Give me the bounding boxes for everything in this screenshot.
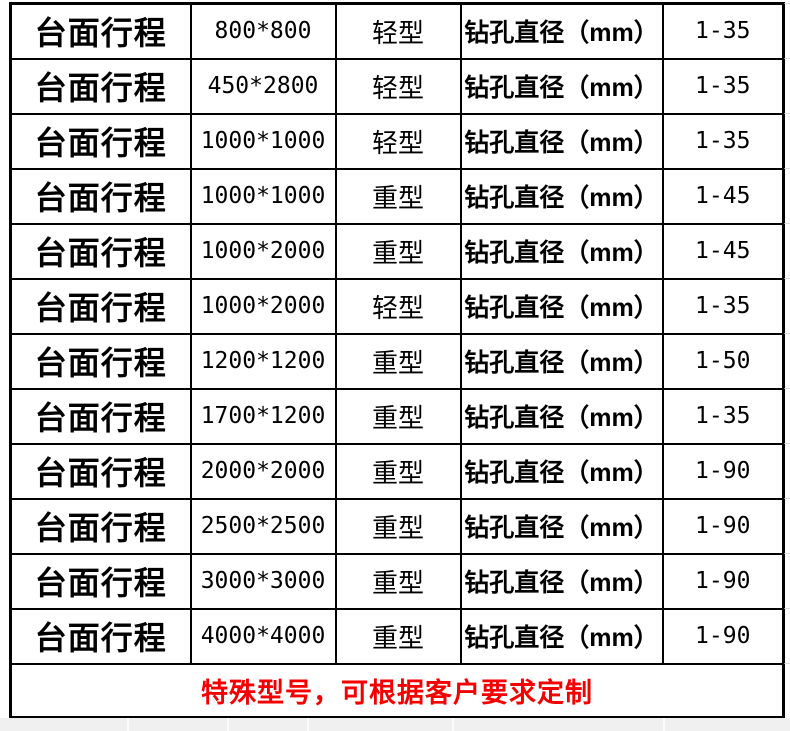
cell-diameter-label: 钻孔直径（mm） <box>459 552 664 610</box>
cell-duty: 重型 <box>334 222 462 280</box>
cell-diameter-range: 1-35 <box>661 387 785 445</box>
footer-row: 特殊型号，可根据客户要求定制 <box>9 662 785 719</box>
cell-size: 1000*1000 <box>189 167 337 225</box>
table-row: 台面行程 1000*2000 重型 钻孔直径（mm） 1-45 <box>9 222 785 280</box>
table-row: 台面行程 1000*2000 轻型 钻孔直径（mm） 1-35 <box>9 277 785 335</box>
gridline <box>227 718 229 731</box>
cell-stroke-label: 台面行程 <box>9 2 192 60</box>
cell-stroke-label: 台面行程 <box>9 497 192 555</box>
cell-size: 450*2800 <box>189 57 337 115</box>
cell-duty: 轻型 <box>334 112 462 170</box>
cell-duty: 重型 <box>334 387 462 445</box>
cell-diameter-range: 1-35 <box>661 112 785 170</box>
cell-diameter-label: 钻孔直径（mm） <box>459 497 664 555</box>
cell-diameter-label: 钻孔直径（mm） <box>459 112 664 170</box>
cell-size: 1000*1000 <box>189 112 337 170</box>
cell-diameter-range: 1-90 <box>661 497 785 555</box>
cell-stroke-label: 台面行程 <box>9 222 192 280</box>
cell-diameter-range: 1-90 <box>661 552 785 610</box>
table-row: 台面行程 1000*1000 轻型 钻孔直径（mm） 1-35 <box>9 112 785 170</box>
cell-diameter-label: 钻孔直径（mm） <box>459 332 664 390</box>
spreadsheet-gridline-ticks <box>784 3 790 717</box>
cell-diameter-label: 钻孔直径（mm） <box>459 167 664 225</box>
cell-duty: 重型 <box>334 167 462 225</box>
cell-size: 1200*1200 <box>189 332 337 390</box>
cell-diameter-range: 1-50 <box>661 332 785 390</box>
cell-size: 2000*2000 <box>189 442 337 500</box>
cell-size: 3000*3000 <box>189 552 337 610</box>
spec-table: 台面行程 800*800 轻型 钻孔直径（mm） 1-35 台面行程 450*2… <box>9 2 785 719</box>
table-row: 台面行程 800*800 轻型 钻孔直径（mm） 1-35 <box>9 2 785 60</box>
table-row: 台面行程 1700*1200 重型 钻孔直径（mm） 1-35 <box>9 387 785 445</box>
cell-size: 1000*2000 <box>189 277 337 335</box>
footer-note: 特殊型号，可根据客户要求定制 <box>9 662 785 719</box>
cell-duty: 重型 <box>334 497 462 555</box>
gridline <box>307 718 309 731</box>
cell-duty: 重型 <box>334 552 462 610</box>
cell-stroke-label: 台面行程 <box>9 112 192 170</box>
table-row: 台面行程 2000*2000 重型 钻孔直径（mm） 1-90 <box>9 442 785 500</box>
cell-diameter-range: 1-35 <box>661 57 785 115</box>
cell-stroke-label: 台面行程 <box>9 442 192 500</box>
table-row: 台面行程 450*2800 轻型 钻孔直径（mm） 1-35 <box>9 57 785 115</box>
table-row: 台面行程 1200*1200 重型 钻孔直径（mm） 1-50 <box>9 332 785 390</box>
cell-stroke-label: 台面行程 <box>9 277 192 335</box>
cell-stroke-label: 台面行程 <box>9 387 192 445</box>
cell-diameter-label: 钻孔直径（mm） <box>459 277 664 335</box>
cell-diameter-range: 1-35 <box>661 2 785 60</box>
cell-size: 800*800 <box>189 2 337 60</box>
table-row: 台面行程 1000*1000 重型 钻孔直径（mm） 1-45 <box>9 167 785 225</box>
cell-diameter-label: 钻孔直径（mm） <box>459 222 664 280</box>
cell-stroke-label: 台面行程 <box>9 57 192 115</box>
table-row: 台面行程 3000*3000 重型 钻孔直径（mm） 1-90 <box>9 552 785 610</box>
cell-duty: 轻型 <box>334 57 462 115</box>
cell-stroke-label: 台面行程 <box>9 167 192 225</box>
cell-stroke-label: 台面行程 <box>9 607 192 665</box>
cell-diameter-label: 钻孔直径（mm） <box>459 387 664 445</box>
cell-duty: 重型 <box>334 332 462 390</box>
cell-duty: 轻型 <box>334 2 462 60</box>
table-row: 台面行程 2500*2500 重型 钻孔直径（mm） 1-90 <box>9 497 785 555</box>
cell-diameter-range: 1-90 <box>661 607 785 665</box>
cell-size: 1000*2000 <box>189 222 337 280</box>
gridline <box>663 718 665 731</box>
cell-diameter-label: 钻孔直径（mm） <box>459 57 664 115</box>
cell-diameter-range: 1-45 <box>661 222 785 280</box>
cell-diameter-range: 1-35 <box>661 277 785 335</box>
bottom-strip <box>0 718 790 731</box>
cell-diameter-label: 钻孔直径（mm） <box>459 2 664 60</box>
cell-diameter-range: 1-45 <box>661 167 785 225</box>
cell-diameter-range: 1-90 <box>661 442 785 500</box>
cell-stroke-label: 台面行程 <box>9 552 192 610</box>
cell-diameter-label: 钻孔直径（mm） <box>459 607 664 665</box>
cell-diameter-label: 钻孔直径（mm） <box>459 442 664 500</box>
cell-duty: 重型 <box>334 607 462 665</box>
gridline <box>127 718 129 731</box>
table-row: 台面行程 4000*4000 重型 钻孔直径（mm） 1-90 <box>9 607 785 665</box>
cell-size: 4000*4000 <box>189 607 337 665</box>
gridline <box>452 718 454 731</box>
cell-duty: 重型 <box>334 442 462 500</box>
cell-size: 1700*1200 <box>189 387 337 445</box>
cell-duty: 轻型 <box>334 277 462 335</box>
cell-size: 2500*2500 <box>189 497 337 555</box>
cell-stroke-label: 台面行程 <box>9 332 192 390</box>
